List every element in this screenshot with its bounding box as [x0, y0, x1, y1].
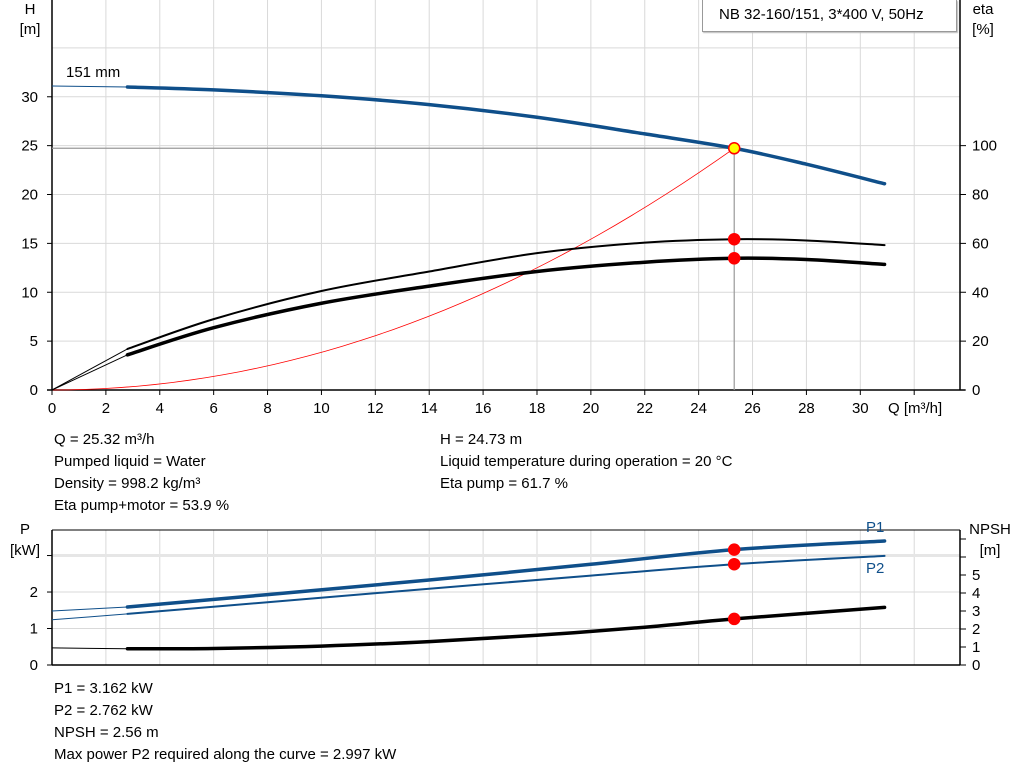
- y-tick-label: 15: [21, 235, 38, 252]
- x-tick-label: 0: [48, 400, 56, 417]
- info-top-right: H = 24.73 m Liquid temperature during op…: [440, 429, 732, 495]
- p2-duty-marker: [727, 557, 741, 571]
- p1-curve: [125, 539, 887, 609]
- npsh-curve-extrapolated: [51, 647, 128, 650]
- p2-label: P2: [866, 560, 884, 577]
- x-tick-label: 2: [102, 400, 110, 417]
- p2-curve: [126, 554, 886, 615]
- y-tick-label: 20: [21, 187, 38, 204]
- x-tick-label: 6: [209, 400, 217, 417]
- x-tick-label: 30: [852, 400, 869, 417]
- x-tick-label: 22: [636, 400, 653, 417]
- system-curve: [51, 147, 735, 391]
- x-tick-label: 16: [475, 400, 492, 417]
- chart-title: NB 32-160/151, 3*400 V, 50Hz: [702, 0, 957, 32]
- info-top-left: Q = 25.32 m³/h Pumped liquid = Water Den…: [54, 429, 229, 517]
- y-tick-label: 25: [21, 138, 38, 155]
- info-temperature: Liquid temperature during operation = 20…: [440, 453, 733, 470]
- y2-axis-unit: [%]: [972, 21, 994, 38]
- head-duty-marker: [727, 142, 741, 155]
- eta-pump-motor-curve-extrapolated: [51, 354, 128, 391]
- info-q: Q = 25.32 m³/h: [54, 431, 155, 448]
- x-tick-label: 12: [367, 400, 384, 417]
- eta-pump-curve-extrapolated: [51, 348, 128, 391]
- y2-tick-label: 100: [972, 138, 997, 155]
- info-p2: P2 = 2.762 kW: [54, 702, 153, 719]
- eta-pump-motor-curve: [125, 256, 887, 357]
- x-tick-label: 14: [421, 400, 438, 417]
- x-tick-label: 20: [583, 400, 600, 417]
- info-eta-pump-motor: Eta pump+motor = 53.9 %: [54, 497, 230, 514]
- info-bottom: P1 = 3.162 kW P2 = 2.762 kW NPSH = 2.56 …: [54, 678, 396, 766]
- y2-axis-label: NPSH: [969, 521, 1011, 538]
- y2-tick-label: 3: [972, 603, 980, 620]
- y-tick-label: 10: [21, 284, 38, 301]
- p1-duty-marker: [727, 543, 741, 556]
- x-tick-label: 28: [798, 400, 815, 417]
- eta-pump-curve: [126, 238, 886, 350]
- y-tick-label: 30: [21, 89, 38, 106]
- info-h: H = 24.73 m: [440, 431, 523, 448]
- y2-tick-label: 80: [972, 187, 989, 204]
- info-density: Density = 998.2 kg/m³: [54, 475, 201, 492]
- y2-tick-label: 0: [972, 382, 980, 399]
- y-axis-unit: [kW]: [10, 542, 40, 559]
- y-tick-label: 1: [30, 621, 38, 638]
- y2-tick-label: 5: [972, 567, 980, 584]
- npsh-duty-marker: [727, 612, 741, 626]
- x-tick-label: 18: [529, 400, 546, 417]
- eta-pump-duty-marker: [727, 232, 741, 246]
- y-axis-unit: [m]: [20, 21, 41, 38]
- x-tick-label: 8: [263, 400, 271, 417]
- y2-tick-label: 60: [972, 235, 989, 252]
- y-axis-label: P: [20, 521, 30, 538]
- y2-tick-label: 2: [972, 621, 980, 638]
- y-tick-label: 0: [30, 657, 38, 674]
- p1-curve-extrapolated: [51, 606, 128, 612]
- y2-tick-label: 1: [972, 639, 980, 656]
- curve-label: 151 mm: [66, 64, 120, 81]
- info-liquid: Pumped liquid = Water: [54, 453, 206, 470]
- info-max-power: Max power P2 required along the curve = …: [54, 746, 397, 763]
- y-tick-label: 0: [30, 382, 38, 399]
- y2-tick-label: 0: [972, 657, 980, 674]
- y2-tick-label: 40: [972, 284, 989, 301]
- info-eta-pump: Eta pump = 61.7 %: [440, 475, 568, 492]
- head-curve-extrapolated: [51, 85, 128, 88]
- x-tick-label: 4: [156, 400, 164, 417]
- y2-tick-label: 4: [972, 585, 980, 602]
- y-tick-label: 5: [30, 333, 38, 350]
- info-p1: P1 = 3.162 kW: [54, 680, 153, 697]
- x-tick-label: 10: [313, 400, 330, 417]
- x-tick-label: 24: [690, 400, 707, 417]
- y-tick-label: 2: [30, 584, 38, 601]
- head-curve: [125, 85, 887, 186]
- y2-axis-unit: [m]: [980, 542, 1001, 559]
- eta-pump-motor-duty-marker: [727, 252, 741, 265]
- info-npsh: NPSH = 2.56 m: [54, 724, 159, 741]
- y2-axis-label: eta: [973, 1, 995, 18]
- p1-label: P1: [866, 519, 884, 536]
- p2-curve-extrapolated: [51, 613, 128, 621]
- x-axis-label: Q [m³/h]: [888, 400, 942, 417]
- x-tick-label: 26: [744, 400, 761, 417]
- y-axis-label: H: [25, 1, 36, 18]
- y2-tick-label: 20: [972, 333, 989, 350]
